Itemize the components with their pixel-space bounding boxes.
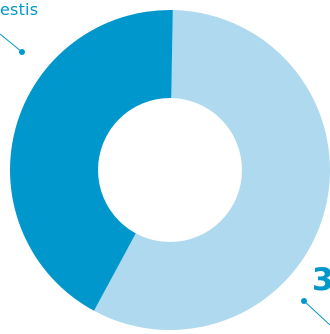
- donut-slice-left: [10, 10, 173, 311]
- left-slice-leader-dot: [19, 49, 25, 55]
- left-slice-leader-line: [0, 33, 23, 53]
- right-slice-leader-dot: [301, 298, 307, 304]
- slice-label-left: estis: [0, 0, 39, 19]
- right-slice-leader-line: [303, 300, 330, 326]
- donut-hole: [98, 98, 242, 242]
- slice-label-right: 3: [312, 262, 330, 298]
